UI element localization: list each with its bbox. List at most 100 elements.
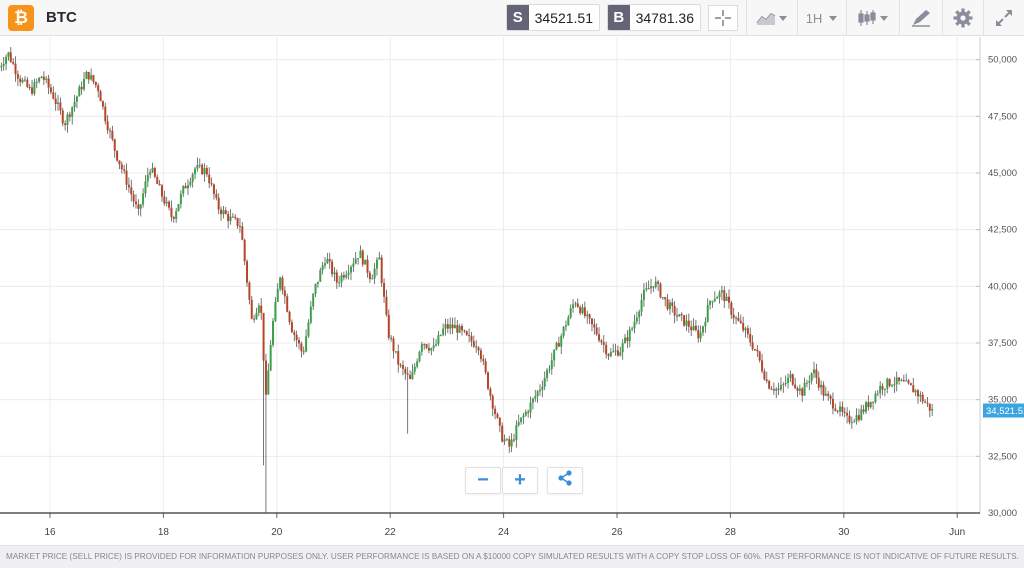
candle-body (401, 364, 404, 369)
candle-body (378, 257, 381, 260)
draw-tools-button[interactable] (899, 0, 941, 36)
candle-body (31, 87, 34, 94)
candle-body (111, 130, 114, 140)
price-chart[interactable]: 50,000 47,500 45,000 42,500 40,000 37,500 35,0… (0, 37, 1024, 545)
candlestick-button[interactable] (846, 0, 898, 36)
candle-body (869, 401, 872, 408)
candle-body (217, 197, 220, 210)
candle-body (28, 86, 31, 88)
candle-body (326, 258, 329, 264)
candle-body (505, 439, 508, 441)
y-tick-label: 40,000 (988, 281, 1017, 292)
buy-price: 34781.36 (635, 10, 694, 26)
candle-body (647, 288, 650, 290)
candle-body (309, 306, 312, 323)
candle-body (888, 378, 891, 386)
candle-body (886, 378, 889, 389)
chart-type-button[interactable] (746, 0, 796, 36)
timeframe-select[interactable]: 1H (797, 0, 845, 36)
candle-body (371, 278, 374, 280)
candle-body (633, 321, 636, 329)
candle-body (718, 292, 721, 298)
candle-body (127, 184, 130, 188)
candle-body (557, 342, 560, 347)
candle-body (706, 304, 709, 322)
candle-body (220, 209, 223, 215)
candle-body (272, 320, 275, 345)
candle-body (47, 78, 50, 88)
candle-body (836, 410, 839, 412)
candle-body (463, 330, 466, 332)
candle-body (352, 263, 355, 267)
candle-body (817, 377, 820, 388)
candle-body (392, 338, 395, 352)
candle-body (177, 204, 180, 212)
candle-body (713, 298, 716, 302)
candle-body (321, 265, 324, 271)
candle-body (690, 326, 693, 331)
fullscreen-button[interactable] (983, 0, 1024, 36)
candle-body (64, 123, 67, 125)
candle-body (347, 272, 350, 275)
zoom-out-button[interactable]: − (465, 467, 501, 494)
candle-body (26, 79, 29, 87)
candle-body (409, 375, 412, 379)
share-button[interactable] (547, 467, 583, 494)
zoom-in-button[interactable]: + (502, 467, 538, 494)
buy-tag: B (608, 5, 630, 30)
candle-body (924, 401, 927, 403)
candle-body (104, 106, 107, 122)
candle-body (857, 415, 860, 420)
candle-body (820, 384, 823, 388)
candle-body (314, 283, 317, 294)
candle-body (602, 342, 605, 345)
candle-body (555, 342, 558, 350)
candle-body (879, 385, 882, 394)
candle-body (716, 297, 719, 299)
candle-body (215, 194, 218, 198)
candle-body (550, 360, 553, 370)
candle-body (425, 344, 428, 348)
candle-body (491, 395, 494, 409)
candle-body (650, 286, 653, 289)
candle-body (614, 350, 617, 352)
candle-body (35, 81, 38, 83)
y-tick-label: 35,000 (988, 395, 1017, 406)
candle-body (739, 320, 742, 323)
candle-body (782, 383, 785, 385)
crosshair-button[interactable] (704, 0, 742, 36)
candle-body (14, 63, 17, 75)
timeframe-label: 1H (805, 10, 823, 26)
candle-body (779, 384, 782, 390)
settings-button[interactable] (942, 0, 982, 36)
candle-body (531, 398, 534, 403)
candle-body (640, 299, 643, 312)
candle-body (163, 196, 166, 204)
candle-body (418, 351, 421, 362)
candle-body (288, 311, 291, 323)
bitcoin-logo-icon: ₿ (8, 5, 34, 31)
candle-body (772, 389, 775, 391)
candle-body (607, 354, 610, 357)
candle-body (543, 377, 546, 387)
candle-body (196, 164, 199, 169)
candle-body (815, 369, 818, 378)
candle-body (101, 101, 104, 107)
candle-body (883, 388, 886, 390)
candle-body (461, 325, 464, 331)
sell-price-button[interactable]: S 34521.51 (506, 4, 600, 31)
candle-body (753, 349, 756, 351)
candle-body (770, 388, 773, 390)
candle-body (659, 283, 662, 298)
buy-price-button[interactable]: B 34781.36 (607, 4, 701, 31)
candle-body (567, 317, 570, 326)
candle-body (527, 411, 530, 413)
candle-body (529, 402, 532, 413)
candle-body (742, 322, 745, 331)
candle-body (290, 322, 293, 333)
candle-body (479, 350, 482, 360)
candle-body (380, 257, 383, 284)
candle-body (19, 78, 22, 83)
candle-body (229, 216, 232, 222)
y-tick-label: 37,500 (988, 338, 1017, 349)
